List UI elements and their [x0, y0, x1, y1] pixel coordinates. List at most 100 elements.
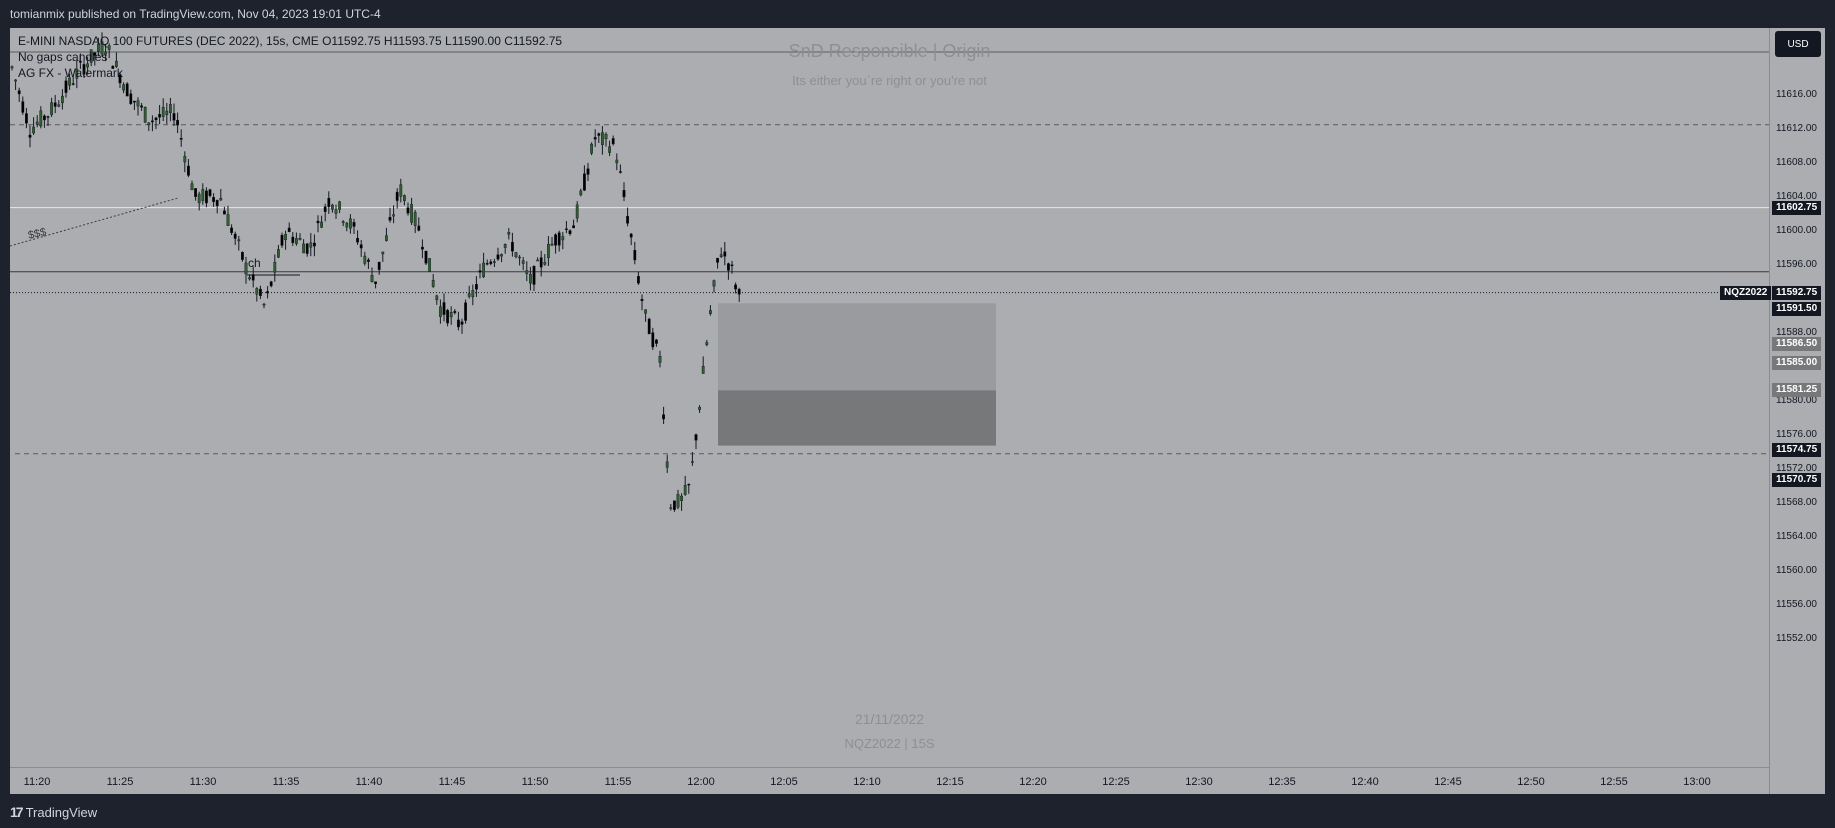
candle-body [363, 255, 367, 264]
candle-body [424, 250, 428, 264]
candle-body [683, 484, 687, 495]
candle-body [586, 168, 590, 175]
candle-body [122, 84, 126, 91]
price-tick-label: 11568.00 [1776, 497, 1817, 508]
price-tag: 11585.00 [1772, 355, 1822, 370]
candle-body [691, 461, 694, 463]
candle-body [514, 252, 518, 258]
candle-body [489, 261, 493, 264]
candle-body [413, 212, 417, 226]
candle-body [244, 262, 248, 275]
candle-body [496, 254, 500, 260]
candle-body [442, 302, 446, 315]
candle-body [255, 288, 259, 295]
candle-body [604, 133, 608, 140]
chart-pane[interactable]: SnD Responsible | Origin Its either you`… [10, 28, 1769, 767]
candle-body [233, 233, 237, 239]
candle-body [140, 105, 143, 108]
candle-body [701, 366, 705, 374]
candle-body [78, 60, 82, 63]
candle-body [518, 256, 521, 259]
time-tick-label: 11:45 [438, 776, 466, 788]
time-tick-label: 12:20 [1019, 776, 1047, 788]
candle-body [493, 261, 496, 263]
candle-body [608, 146, 612, 153]
candle-body [136, 100, 140, 107]
candle-body [334, 209, 338, 214]
time-tick-label: 11:35 [272, 776, 300, 788]
candle-body [147, 122, 151, 126]
candle-body [543, 262, 547, 265]
candle-body [687, 483, 691, 486]
candle-body [100, 41, 104, 55]
candle-body [287, 227, 291, 232]
price-tick-label: 11600.00 [1776, 225, 1817, 236]
time-tick-label: 12:35 [1268, 776, 1296, 788]
chart-legend[interactable]: E-MINI NASDAQ 100 FUTURES (DEC 2022), 15… [18, 33, 562, 81]
time-axis[interactable]: 11:20 11:25 11:30 11:35 11:40 11:45 11:50 11:55… [10, 767, 1769, 795]
candle-body [590, 143, 594, 154]
tradingview-logo-icon: 17 [10, 804, 24, 820]
candle-body [230, 227, 233, 233]
candle-body [637, 276, 640, 284]
watermark-date: 21/11/2022 [854, 711, 925, 727]
candle-body [183, 155, 187, 163]
price-tick-label: 11616.00 [1776, 89, 1817, 100]
candle-body [453, 311, 457, 313]
candle-body [503, 244, 507, 248]
candle-body [435, 295, 439, 301]
candle-body [529, 274, 532, 284]
price-tick-label: 11612.00 [1776, 123, 1817, 134]
candle-body [186, 165, 190, 176]
candle-body [421, 246, 424, 250]
footer-brand: TradingView [25, 804, 98, 820]
price-tag: 11602.75 [1772, 200, 1822, 215]
indicator-watermark[interactable]: AG FX - Watermark [18, 66, 123, 80]
price-tick-label: 11572.00 [1776, 463, 1817, 474]
candle-body [226, 214, 230, 226]
candle-body [500, 254, 503, 257]
candlestick-chart[interactable] [10, 28, 1769, 767]
time-tick-label: 12:25 [1102, 776, 1130, 788]
candle-body [539, 257, 543, 268]
time-tick-label: 11:50 [521, 776, 549, 788]
time-tick-label: 12:10 [853, 776, 881, 788]
candle-body [428, 258, 431, 272]
symbol-ohlc-line[interactable]: E-MINI NASDAQ 100 FUTURES (DEC 2022), 15… [18, 34, 563, 48]
candle-body [550, 243, 554, 246]
candle-body [111, 65, 115, 69]
candle-body [21, 101, 25, 113]
currency-button[interactable]: USD [1775, 31, 1821, 57]
candle-body [658, 356, 662, 363]
candle-body [593, 137, 597, 140]
candle-body [601, 132, 604, 146]
candle-body [118, 74, 122, 84]
footer-bar: 17 TradingView [0, 796, 1835, 828]
chart-frame[interactable]: SnD Responsible | Origin Its either you`… [10, 28, 1825, 795]
candle-body [75, 68, 79, 79]
candle-body [125, 83, 129, 97]
candle-body [291, 236, 295, 243]
candle-body [269, 281, 273, 287]
candle-body [168, 104, 172, 113]
indicator-no-gaps[interactable]: No gaps candles [18, 50, 108, 64]
tradingview-logo[interactable]: 17 TradingView [10, 804, 97, 820]
candle-body [302, 243, 305, 254]
candle-body [50, 102, 54, 115]
candle-body [298, 237, 302, 240]
candle-body [129, 93, 133, 104]
candle-body [485, 263, 489, 265]
candle-body [655, 339, 658, 344]
candle-body [629, 233, 633, 238]
candle-body [39, 110, 43, 127]
candle-body [694, 434, 698, 441]
candle-body [619, 171, 622, 173]
candle-body [482, 262, 485, 278]
candle-body [392, 214, 395, 217]
candle-body [331, 204, 334, 210]
price-axis[interactable]: 11616.00 11612.00 11608.00 11604.00 11600.00… [1769, 28, 1825, 794]
watermark-subtitle: Its either you`re right or you're not [792, 73, 987, 88]
candle-body [572, 225, 576, 229]
candle-body [467, 293, 471, 297]
candle-body [554, 234, 558, 246]
